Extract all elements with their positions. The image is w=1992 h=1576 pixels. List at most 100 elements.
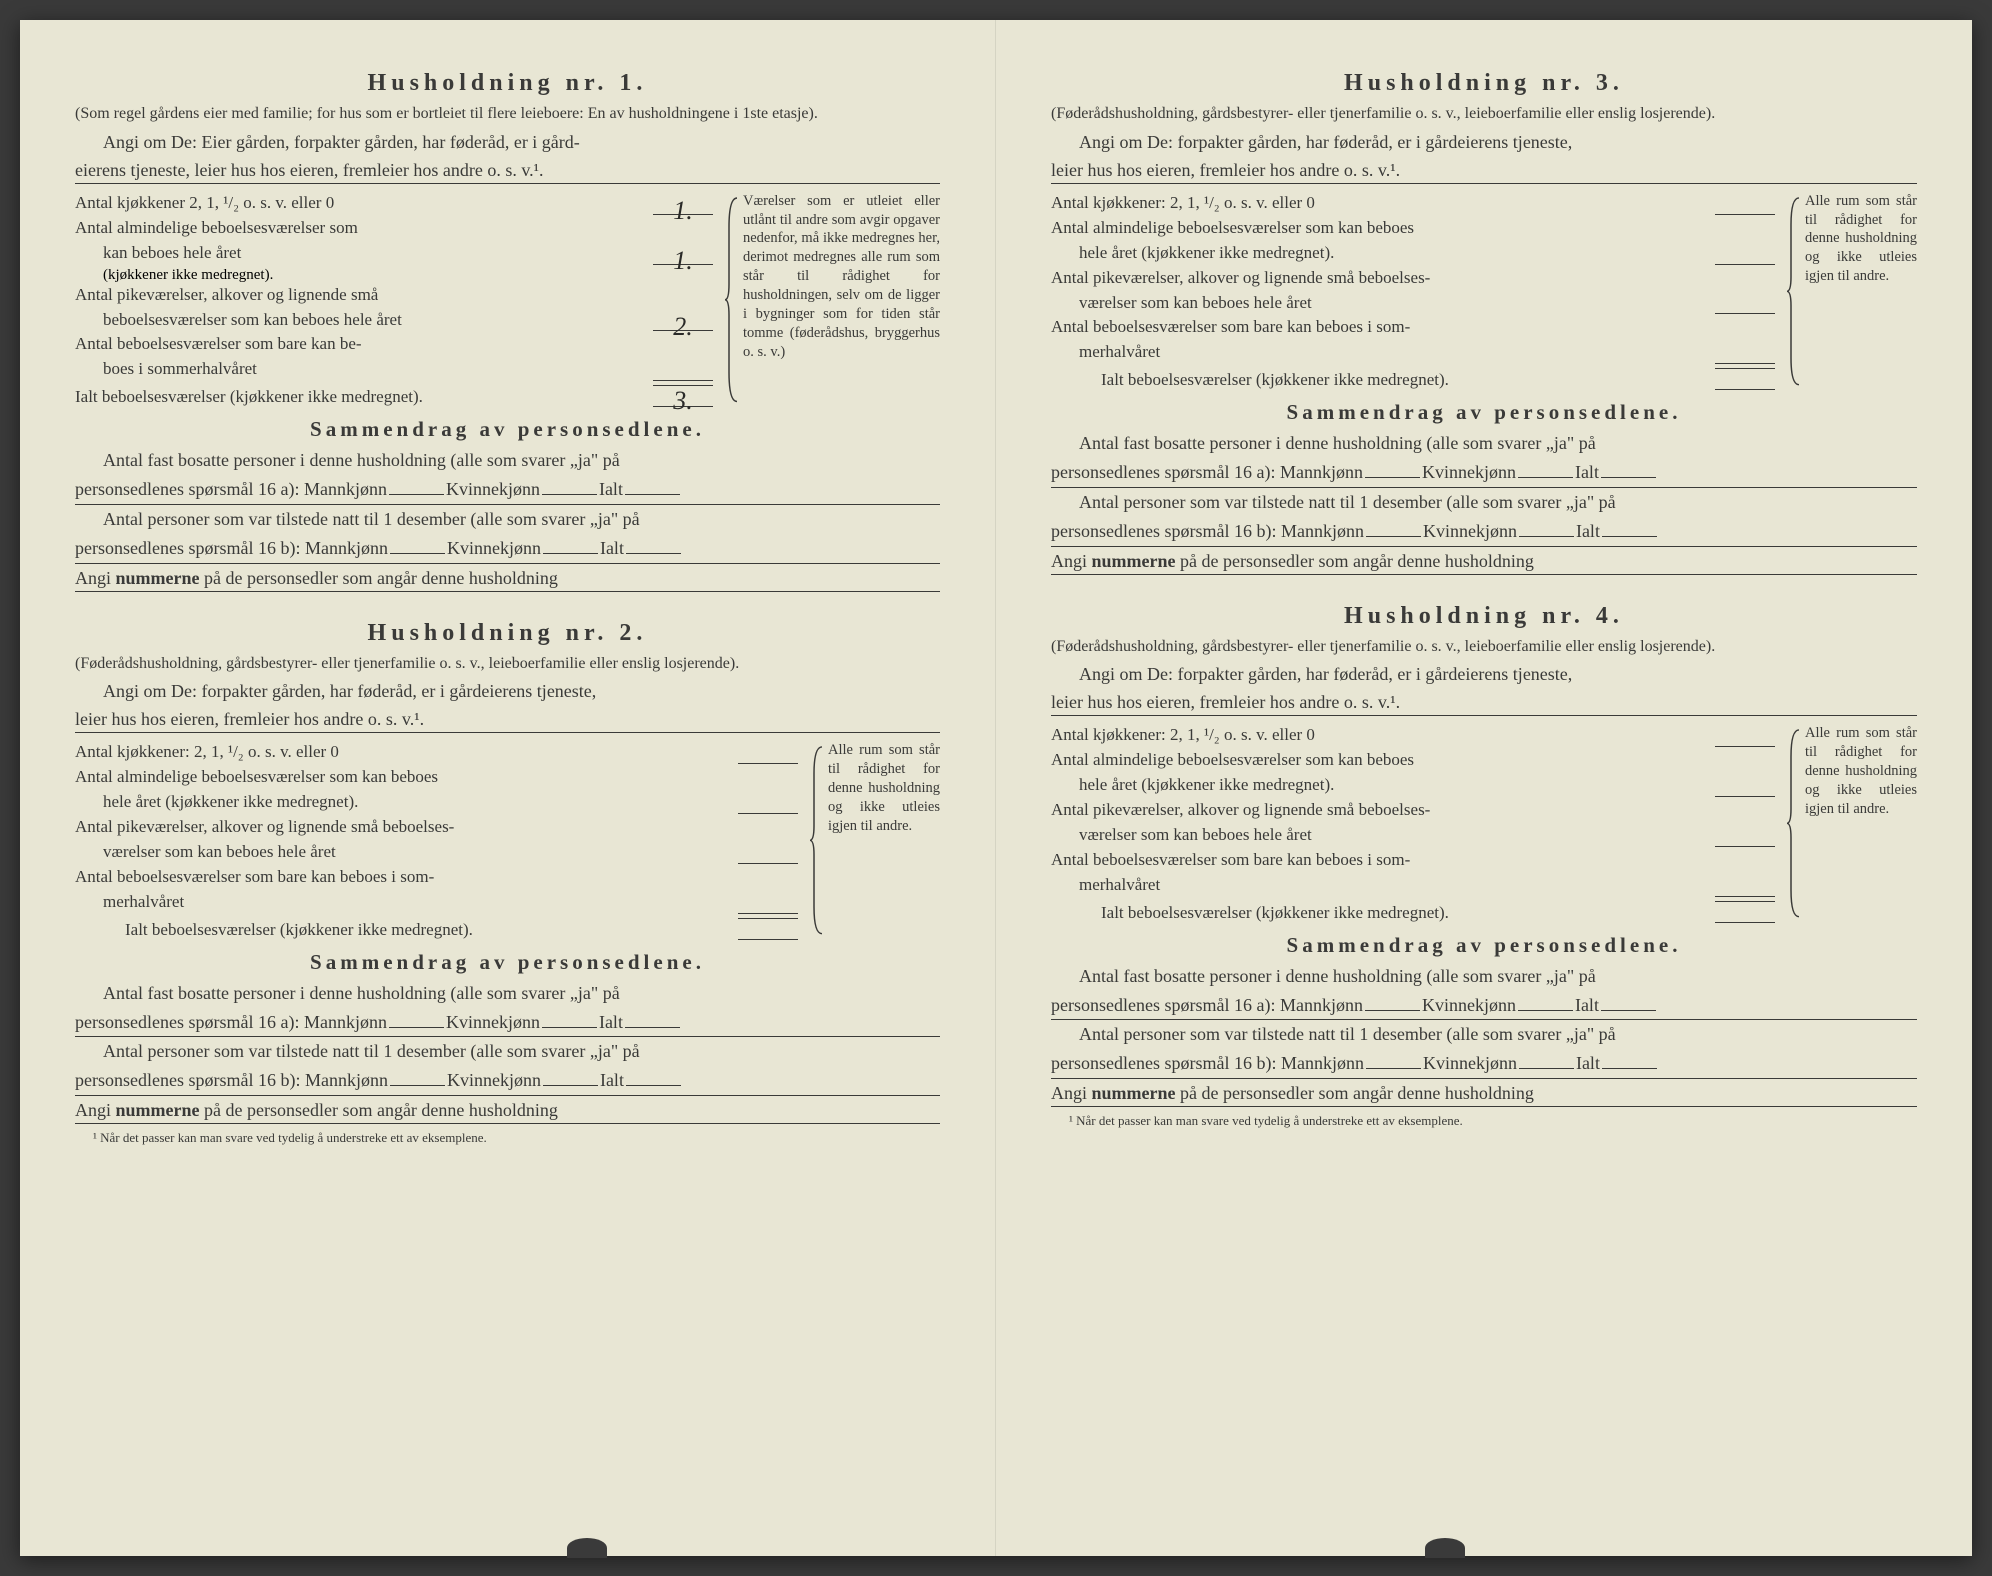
h4-alm-row1: Antal almindelige beboelsesværelser som … [1051,749,1775,772]
h4-kjokken-value [1715,725,1775,747]
kvinne-label: Kvinnekjønn [447,534,541,563]
nummer-bold: nummerne [116,1100,200,1120]
ialt-label: Ialt [1576,517,1600,546]
blank [1366,1053,1421,1069]
h3-alm-row1: Antal almindelige beboelsesværelser som … [1051,217,1775,240]
h3-kjokken-row: Antal kjøkkener: 2, 1, ¹/₂ o. s. v. elle… [1051,192,1775,215]
h3-side-note: Alle rum som står til rådighet for denne… [1787,192,1917,391]
nummer-pre: Angi [1051,1083,1092,1103]
h4-pike-label1: Antal pikeværelser, alkover og lignende … [1051,799,1430,822]
household-1: Husholdning nr. 1. (Som regel gårdens ei… [75,70,940,592]
h3-pike-row1: Antal pikeværelser, alkover og lignende … [1051,267,1775,290]
h2-sum-1a: Antal fast bosatte personer i denne hush… [75,979,940,1008]
h3-alm-label1: Antal almindelige beboelsesværelser som … [1051,217,1414,240]
h4-sommer-label1: Antal beboelsesværelser som bare kan beb… [1051,849,1410,872]
h2-sum-2a: Antal personer som var tilstede natt til… [75,1037,940,1066]
h2-sum-1b: personsedlenes spørsmål 16 a): Mannkjønn… [75,1008,940,1038]
brace-icon [810,745,824,936]
h2-rooms-area: Antal kjøkkener: 2, 1, ¹/₂ o. s. v. elle… [75,741,940,940]
h1-pike-row2: beboelsesværelser som kan beboes hele år… [75,309,713,332]
h3-ialt-value [1715,368,1775,390]
h1-sum-2b-pre: personsedlenes spørsmål 16 b): Mannkjønn [75,534,388,563]
h1-subtitle: (Som regel gårdens eier med familie; for… [75,103,940,125]
h1-sum-1b: personsedlenes spørsmål 16 a): Mannkjønn… [75,475,940,505]
h3-pike-label1: Antal pikeværelser, alkover og lignende … [1051,267,1430,290]
h4-sum-1b: personsedlenes spørsmål 16 a): Mannkjønn… [1051,991,1917,1021]
h4-subtitle: (Føderådshusholdning, gårdsbestyrer- ell… [1051,636,1917,658]
blank [389,1012,444,1028]
nummer-pre: Angi [1051,551,1092,571]
h1-sommer-row2: boes i sommerhalvåret [75,358,713,381]
h3-alm-row2: hele året (kjøkkener ikke medregnet). [1051,242,1775,265]
h1-sommer-value [653,359,713,381]
h2-kjokken-row: Antal kjøkkener: 2, 1, ¹/₂ o. s. v. elle… [75,741,798,764]
h1-pike-value: 2. [653,309,713,331]
h1-pike-label1: Antal pikeværelser, alkover og lignende … [75,284,378,307]
h1-sum-1b-pre: personsedlenes spørsmål 16 a): Mannkjønn [75,475,387,504]
nummer-post: på de personsedler som angår denne husho… [1176,551,1534,571]
h3-title: Husholdning nr. 3. [1051,70,1917,97]
h4-sommer-value [1715,875,1775,897]
h2-pike-label2: værelser som kan beboes hele året [75,841,336,864]
h3-sum-1b-pre: personsedlenes spørsmål 16 a): Mannkjønn [1051,458,1363,487]
h3-sommer-value [1715,342,1775,364]
ialt-label: Ialt [599,1008,623,1037]
h1-pike-row1: Antal pikeværelser, alkover og lignende … [75,284,713,307]
h2-alm-value [738,792,798,814]
h1-summary-title: Sammendrag av personsedlene. [75,417,940,442]
h4-nummer-line: Angi nummerne på de personsedler som ang… [1051,1083,1917,1107]
kvinne-label: Kvinnekjønn [1422,458,1516,487]
h2-alm-label1: Antal almindelige beboelsesværelser som … [75,766,438,789]
h2-alm-row1: Antal almindelige beboelsesværelser som … [75,766,798,789]
h2-title: Husholdning nr. 2. [75,620,940,647]
h1-angi-2: eierens tjeneste, leier hus hos eieren, … [75,157,940,184]
nummer-bold: nummerne [116,568,200,588]
h2-sommer-value [738,892,798,914]
blank [542,479,597,495]
nummer-pre: Angi [75,568,116,588]
h2-sommer-label1: Antal beboelsesværelser som bare kan beb… [75,866,434,889]
h4-sum-1b-pre: personsedlenes spørsmål 16 a): Mannkjønn [1051,991,1363,1020]
h4-pike-value [1715,825,1775,847]
h3-alm-label2: hele året (kjøkkener ikke medregnet). [1051,242,1334,265]
h1-alm-value: 1. [653,243,713,265]
kvinne-label: Kvinnekjønn [1422,991,1516,1020]
h1-alm-label2: kan beboes hele året [75,242,241,265]
h4-ialt-label: Ialt beboelsesværelser (kjøkkener ikke m… [1051,903,1449,923]
h2-alm-row2: hele året (kjøkkener ikke medregnet). [75,791,798,814]
h3-rooms-left: Antal kjøkkener: 2, 1, ¹/₂ o. s. v. elle… [1051,192,1775,391]
blank [390,538,445,554]
h1-ialt-row: Ialt beboelsesværelser (kjøkkener ikke m… [75,385,713,407]
h4-rooms-left: Antal kjøkkener: 2, 1, ¹/₂ o. s. v. elle… [1051,724,1775,923]
household-4: Husholdning nr. 4. (Føderådshusholdning,… [1051,603,1917,1130]
h1-alm-note: (kjøkkener ikke medregnet). [75,267,713,284]
h3-sum-2b-pre: personsedlenes spørsmål 16 b): Mannkjønn [1051,517,1364,546]
h3-pike-row2: værelser som kan beboes hele året [1051,292,1775,315]
h1-sommer-row1: Antal beboelsesværelser som bare kan be- [75,333,713,356]
brace-icon [1787,196,1801,387]
blank [1601,995,1656,1011]
h1-angi-1: Angi om De: Eier gården, forpakter gårde… [75,129,940,155]
brace-icon [1787,728,1801,919]
h3-nummer-line: Angi nummerne på de personsedler som ang… [1051,551,1917,575]
h1-sum-2a: Antal personer som var tilstede natt til… [75,505,940,534]
h3-pike-value [1715,292,1775,314]
blank [543,538,598,554]
h2-side-note-text: Alle rum som står til rådighet for denne… [828,742,940,833]
h2-rooms-left: Antal kjøkkener: 2, 1, ¹/₂ o. s. v. elle… [75,741,798,940]
h1-kjokken-value: 1. [653,193,713,215]
h1-side-note-text: Værelser som er utleiet eller utlånt til… [743,193,940,360]
h3-sommer-row1: Antal beboelsesværelser som bare kan beb… [1051,316,1775,339]
h2-pike-label1: Antal pikeværelser, alkover og lignende … [75,816,454,839]
h3-angi-2: leier hus hos eieren, fremleier hos andr… [1051,157,1917,184]
h4-pike-row2: værelser som kan beboes hele året [1051,824,1775,847]
h1-ialt-label: Ialt beboelsesværelser (kjøkkener ikke m… [75,387,423,407]
h2-pike-row2: værelser som kan beboes hele året [75,841,798,864]
h4-kjokken-label: Antal kjøkkener: 2, 1, ¹/₂ o. s. v. elle… [1051,724,1315,747]
h1-alm-row1: Antal almindelige beboelsesværelser som [75,217,713,240]
blank [543,1070,598,1086]
h4-angi-2: leier hus hos eieren, fremleier hos andr… [1051,689,1917,716]
h3-summary-title: Sammendrag av personsedlene. [1051,400,1917,425]
blank [1602,1053,1657,1069]
h2-kjokken-value [738,742,798,764]
